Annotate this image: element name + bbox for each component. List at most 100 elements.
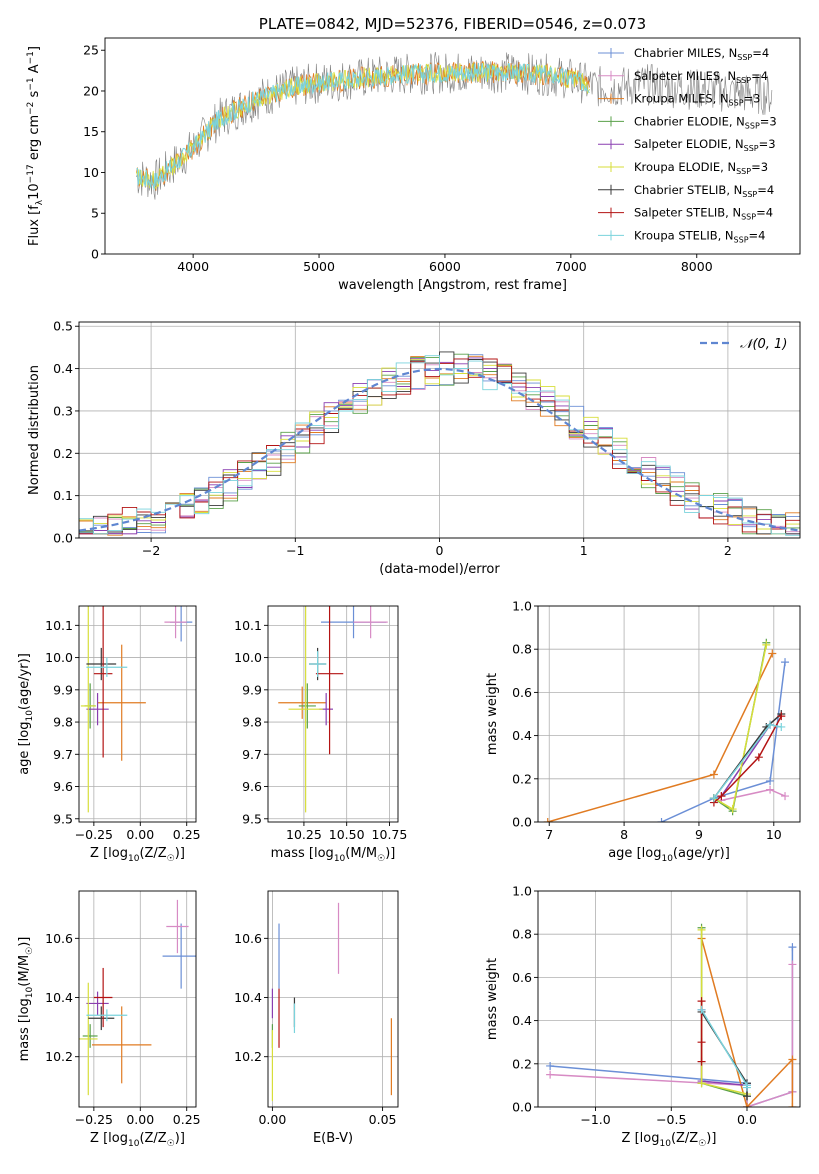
y-tick-label: 0.8: [512, 642, 532, 657]
legend-sub: SSP: [736, 167, 751, 176]
data-point: [768, 649, 777, 658]
legend-entry: Salpeter MILES, NSSP=4: [634, 69, 768, 85]
y-axis-label: mass [log10​(M/M☉​)]: [17, 937, 35, 1062]
data-point: [777, 722, 786, 731]
y-tick-label: 9.5: [53, 811, 73, 826]
error-point-salpeter-elodie: [86, 991, 109, 1016]
y-tick-label: 10.4: [45, 990, 73, 1005]
x-tick-label: 0.25: [173, 1112, 201, 1127]
label-part: (M/M: [17, 955, 32, 987]
x-tick-label: 0.0: [737, 1112, 757, 1127]
y-tick-label: 9.9: [53, 682, 73, 697]
label-part: ☉: [25, 947, 35, 955]
plot-area: [278, 606, 388, 813]
label-part: ☉: [698, 1139, 706, 1149]
plot-area: [543, 638, 790, 822]
error-point-chabrier-stelib: [86, 647, 117, 681]
y-tick-label: 10.2: [45, 1049, 73, 1064]
y-tick-label: 9.6: [53, 779, 73, 794]
axes-frame: 4000 5000 6000 7000 8000 0 5 10 15 20 25: [83, 37, 801, 274]
data-point: [777, 712, 786, 721]
legend-tail: =4: [752, 46, 769, 60]
y-axis-label: Normed distribution: [27, 365, 42, 495]
label-part: Flux [f: [27, 205, 42, 246]
legend-text: Chabrier MILES, N: [634, 46, 737, 60]
y-tick-label: 10.6: [234, 931, 262, 946]
x-tick-label: −0.25: [75, 827, 113, 842]
plot-area: [271, 902, 392, 1102]
data-point: [788, 1055, 797, 1064]
axes-box: [267, 605, 399, 823]
y-tick-label: 0.2: [512, 1056, 532, 1071]
label-part: ☉: [167, 854, 175, 864]
x-tick-label: −1: [286, 543, 304, 558]
data-point: [697, 1079, 706, 1088]
plot-area: [79, 899, 196, 1096]
x-tick-label: 2: [724, 543, 732, 558]
y-tick-label: 9.9: [242, 682, 262, 697]
series-line: [721, 788, 786, 802]
legend-entry: Kroupa MILES, NSSP=3: [634, 92, 760, 108]
x-tick-label: 0.00: [126, 827, 154, 842]
y-tick-label: 1.0: [512, 599, 532, 614]
data-point: [543, 818, 552, 822]
legend-sub: SSP: [744, 144, 759, 153]
data-point: [546, 1061, 555, 1070]
x-tick-label: −0.25: [75, 1112, 113, 1127]
y-tick-label: 0.6: [512, 970, 532, 985]
data-point: [781, 658, 790, 667]
data-point: [697, 1038, 706, 1047]
chart-mass-vs-ebv: 0.00 0.05 10.2 10.4 10.6 E(B-V): [234, 890, 399, 1146]
label-part: mass [log: [271, 846, 334, 861]
error-point-salpeter-stelib: [93, 606, 113, 758]
y-axis-label: age [log10​(age/yr)]: [17, 653, 35, 775]
label-part: erg cm: [27, 115, 42, 164]
label-part: (Z/Z: [139, 846, 166, 861]
axes-frame: 0.00 0.05 10.2 10.4 10.6: [234, 890, 399, 1127]
legend-tail: =3: [751, 160, 768, 174]
label-part: Z [log: [90, 846, 128, 861]
legend-tail: =4: [749, 228, 766, 242]
axes-box: [78, 605, 197, 823]
y-tick-label: 9.7: [242, 747, 262, 762]
y-tick-label: 9.5: [242, 811, 262, 826]
series-line: [550, 964, 794, 1107]
data-point: [657, 818, 666, 822]
y-tick-label: 9.6: [242, 779, 262, 794]
y-tick-label: 0.2: [53, 446, 73, 461]
data-point: [697, 997, 706, 1006]
error-point-kroupa-stelib: [309, 651, 327, 677]
x-tick-label: 8000: [681, 259, 713, 274]
label-part: ☉: [377, 854, 385, 864]
error-point-kroupa-miles: [278, 686, 327, 719]
y-tick-label: 0.3: [53, 403, 73, 418]
y-tick-label: 25: [83, 43, 99, 58]
plot-area: [79, 351, 800, 538]
error-point-kroupa-miles: [92, 1006, 152, 1084]
legend-text: Chabrier STELIB, N: [634, 183, 742, 197]
data-point: [697, 1057, 706, 1066]
legend-sub: SSP: [745, 121, 760, 130]
x-tick-label: −1.0: [580, 1112, 610, 1127]
legend-tail: =4: [757, 183, 774, 197]
error-point-chabrier-miles: [162, 923, 196, 989]
legend-text: Salpeter STELIB, N: [634, 206, 741, 220]
y-axis-label: mass weight: [485, 673, 500, 755]
axes-frame: −0.25 0.00 0.25 9.5 9.6 9.7 9.8 9.9 10.0 10.1: [45, 605, 201, 842]
y-tick-label: 0.0: [512, 1100, 532, 1115]
y-tick-label: 1.0: [512, 884, 532, 899]
y-tick-label: 10.1: [234, 618, 262, 633]
label-part: )]: [175, 1131, 185, 1146]
y-tick-label: 15: [83, 124, 99, 139]
x-axis-label: E(B-V): [313, 1131, 353, 1146]
error-point-kroupa-stelib: [86, 1009, 128, 1022]
data-point: [762, 640, 771, 649]
series-chabrier-elodie: [697, 923, 751, 1101]
y-tick-label: 0.4: [512, 728, 532, 743]
legend-sub: SSP: [736, 76, 751, 85]
x-axis-label: Z [log10​(Z/Z☉​)]: [90, 846, 185, 864]
x-tick-label: 10.75: [372, 827, 408, 842]
legend-text: Salpeter MILES, N: [634, 69, 736, 83]
legend-sub: SSP: [742, 190, 757, 199]
